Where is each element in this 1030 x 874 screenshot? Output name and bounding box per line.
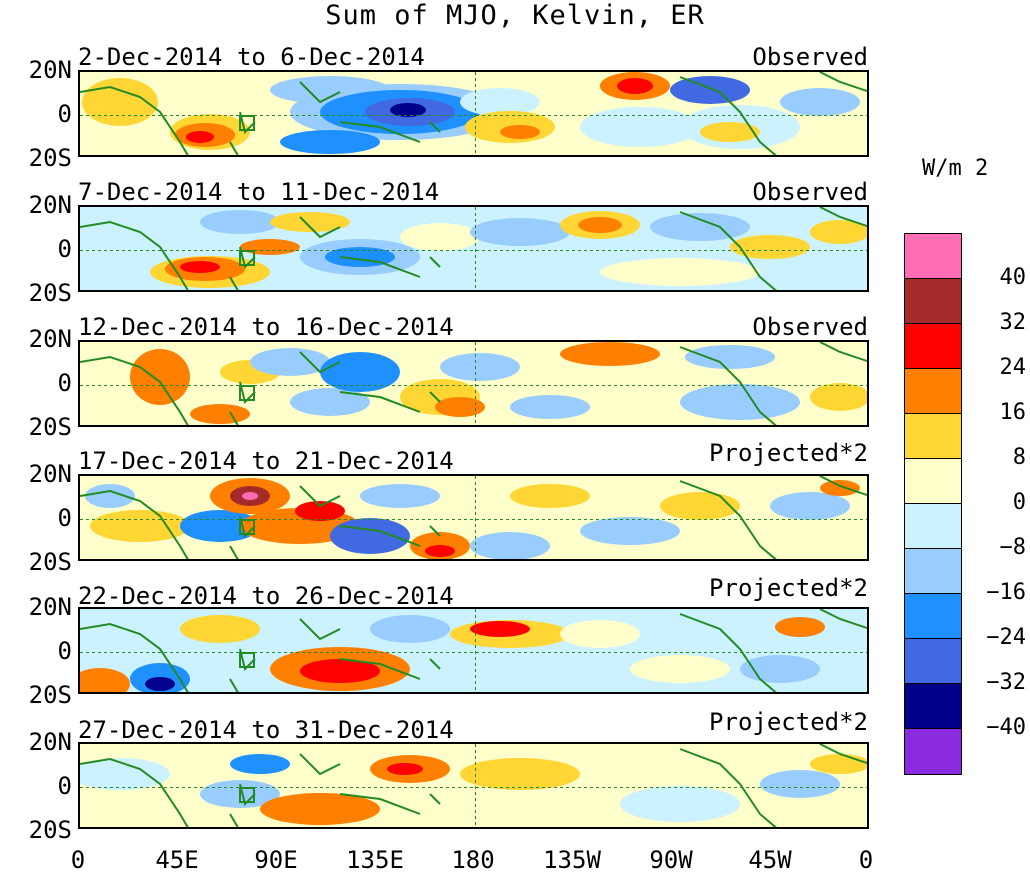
colorbar-label: 24 <box>999 355 1027 380</box>
panel-2-ytick-20s: 20S <box>28 279 72 307</box>
panel-4-dates: 17-Dec-2014 to 21-Dec-2014 <box>78 447 454 475</box>
panel-1-kind: Observed <box>752 43 868 71</box>
colorbar-box <box>905 639 961 684</box>
colorbar-label: −8 <box>999 535 1027 560</box>
panel-6-kind: Projected*2 <box>709 708 868 736</box>
panel-1-dates: 2-Dec-2014 to 6-Dec-2014 <box>78 43 425 71</box>
xtick-90w: 90W <box>649 846 693 874</box>
panel-3-dates: 12-Dec-2014 to 16-Dec-2014 <box>78 313 454 341</box>
xtick-45e: 45E <box>155 846 199 874</box>
colorbar-box <box>905 369 961 414</box>
xtick-180: 180 <box>451 846 495 874</box>
colorbar <box>904 233 962 775</box>
panel-2-kind: Observed <box>752 178 868 206</box>
xtick-45w: 45W <box>748 846 792 874</box>
colorbar-box <box>905 594 961 639</box>
panel-6-ytick-0: 0 <box>57 772 72 800</box>
colorbar-label: −32 <box>986 670 1026 695</box>
colorbar-label: 40 <box>999 265 1027 290</box>
panel-5-dates: 22-Dec-2014 to 26-Dec-2014 <box>78 582 454 610</box>
panel-3-ytick-20n: 20N <box>28 325 72 353</box>
panel-1-ytick-20n: 20N <box>28 56 72 84</box>
colorbar-box <box>905 729 961 774</box>
panel-4-kind: Projected*2 <box>709 439 868 467</box>
panel-4-ytick-20s: 20S <box>28 548 72 576</box>
colorbar-label: 32 <box>999 310 1027 335</box>
panel-2-ytick-0: 0 <box>57 235 72 263</box>
map-panel-2 <box>78 205 869 292</box>
colorbar-box <box>905 234 961 279</box>
xtick-135w: 135W <box>543 846 601 874</box>
xtick-90e: 90E <box>254 846 298 874</box>
panel-6-dates: 27-Dec-2014 to 31-Dec-2014 <box>78 716 454 744</box>
panel-1-ytick-0: 0 <box>57 100 72 128</box>
xtick-135e: 135E <box>346 846 404 874</box>
map-panel-3 <box>78 340 869 427</box>
xtick-0-end: 0 <box>858 846 874 874</box>
panel-5-ytick-20s: 20S <box>28 681 72 709</box>
panel-1-ytick-20s: 20S <box>28 144 72 172</box>
panel-5-ytick-20n: 20N <box>28 593 72 621</box>
panel-2-dates: 7-Dec-2014 to 11-Dec-2014 <box>78 178 440 206</box>
colorbar-box <box>905 279 961 324</box>
map-panel-5 <box>78 607 869 694</box>
map-panel-1 <box>78 70 869 157</box>
colorbar-label: 16 <box>999 400 1027 425</box>
colorbar-box <box>905 504 961 549</box>
colorbar-label: 0 <box>1012 490 1026 515</box>
panel-5-kind: Projected*2 <box>709 574 868 602</box>
panel-4-ytick-20n: 20N <box>28 460 72 488</box>
panel-4-ytick-0: 0 <box>57 504 72 532</box>
map-panel-4 <box>78 474 869 561</box>
panel-3-ytick-0: 0 <box>57 369 72 397</box>
colorbar-box <box>905 549 961 594</box>
colorbar-box <box>905 414 961 459</box>
figure-title: Sum of MJO, Kelvin, ER <box>325 0 705 31</box>
panel-6-ytick-20s: 20S <box>28 816 72 844</box>
panel-5-ytick-0: 0 <box>57 637 72 665</box>
colorbar-label: −16 <box>986 580 1026 605</box>
colorbar-unit: W/m 2 <box>922 156 989 181</box>
colorbar-box <box>905 684 961 729</box>
colorbar-label: −24 <box>986 625 1026 650</box>
xtick-0: 0 <box>70 846 86 874</box>
colorbar-label: 8 <box>1012 445 1026 470</box>
panel-6-ytick-20n: 20N <box>28 728 72 756</box>
colorbar-box <box>905 324 961 369</box>
panel-3-kind: Observed <box>752 313 868 341</box>
panel-2-ytick-20n: 20N <box>28 191 72 219</box>
map-panel-6 <box>78 742 869 829</box>
panel-3-ytick-20s: 20S <box>28 413 72 441</box>
colorbar-label: −40 <box>986 715 1026 740</box>
colorbar-box <box>905 459 961 504</box>
